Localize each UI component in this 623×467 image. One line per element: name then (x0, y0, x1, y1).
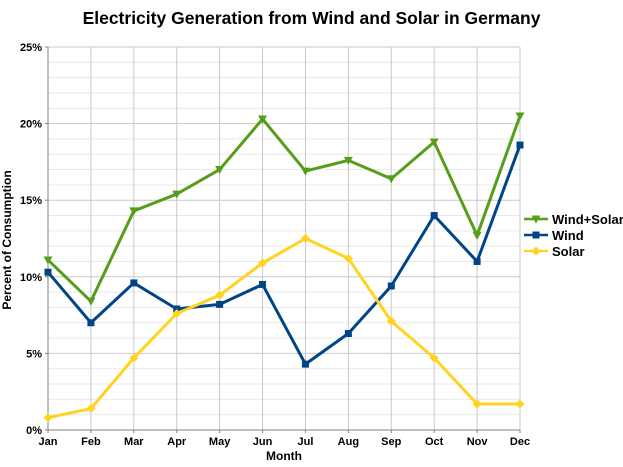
x-tick-label: Feb (81, 436, 101, 448)
legend-item-wind-solar: Wind+Solar (524, 211, 623, 227)
data-point-marker (172, 309, 182, 319)
x-tick-label: Mar (124, 436, 144, 448)
data-point-marker (300, 167, 310, 176)
legend-marker-icon (524, 231, 548, 239)
data-point-marker (129, 207, 139, 216)
data-point-marker (515, 112, 525, 121)
y-tick-label: 15% (20, 195, 42, 207)
data-point-marker (86, 404, 96, 414)
y-tick-label: 20% (20, 119, 42, 131)
series-wind-solar (43, 112, 525, 306)
legend-item-solar: Solar (524, 243, 623, 259)
legend-item-wind: Wind (524, 227, 623, 243)
data-point-marker (172, 190, 182, 199)
y-axis-title: Percent of Consumption (0, 170, 14, 310)
data-point-marker (130, 279, 138, 287)
x-tick-label: Dec (510, 436, 530, 448)
data-point-marker (531, 215, 541, 224)
data-point-marker (429, 138, 439, 147)
data-point-marker (173, 305, 181, 313)
legend-marker-icon (524, 246, 548, 256)
data-point-marker (473, 257, 481, 265)
y-tick-label: 10% (20, 272, 42, 284)
y-tick-label: 25% (20, 42, 42, 54)
data-point-marker (258, 115, 268, 124)
data-point-marker (301, 360, 309, 368)
series-line (46, 114, 522, 303)
y-tick-label: 0% (26, 425, 42, 437)
data-point-marker (472, 231, 482, 240)
series-line (46, 237, 522, 420)
data-point-marker (386, 175, 396, 184)
data-point-marker (129, 353, 139, 363)
legend-label: Solar (552, 243, 585, 259)
series-wind (44, 141, 524, 368)
data-point-marker (531, 246, 541, 256)
x-tick-label: Sep (381, 436, 401, 448)
legend: Wind+Solar Wind Solar (524, 211, 623, 259)
data-point-marker (387, 282, 395, 290)
x-tick-label: May (209, 436, 231, 448)
data-point-marker (343, 253, 353, 263)
x-tick-label: Aug (338, 436, 359, 448)
legend-marker-icon (524, 215, 548, 224)
data-point-marker (43, 413, 53, 423)
legend-label: Wind+Solar (552, 211, 623, 227)
data-point-marker (344, 329, 352, 337)
data-point-marker (515, 399, 525, 409)
data-point-marker (516, 141, 524, 149)
data-point-marker (87, 319, 95, 327)
series-line (46, 143, 522, 366)
data-point-marker (343, 156, 353, 165)
data-point-marker (532, 231, 540, 239)
data-point-marker (429, 353, 439, 363)
x-tick-label: Oct (425, 436, 444, 448)
series-solar (43, 234, 525, 423)
data-point-marker (258, 258, 268, 268)
x-tick-label: Jun (253, 436, 273, 448)
data-point-marker (216, 300, 224, 308)
data-point-marker (215, 166, 225, 175)
data-point-marker (472, 399, 482, 409)
y-tick-label: 5% (26, 348, 42, 360)
x-tick-label: Jan (39, 436, 58, 448)
data-point-marker (43, 256, 53, 265)
x-axis-title: Month (266, 449, 302, 463)
x-tick-label: Apr (167, 436, 187, 448)
data-point-marker (86, 297, 96, 306)
chart-title: Electricity Generation from Wind and Sol… (82, 8, 541, 28)
data-point-marker (259, 280, 267, 288)
x-tick-label: Nov (467, 436, 489, 448)
data-point-marker (386, 316, 396, 326)
data-point-marker (300, 234, 310, 243)
data-point-marker (215, 290, 225, 300)
data-point-marker (430, 212, 438, 220)
data-point-marker (44, 268, 52, 276)
legend-label: Wind (552, 227, 584, 243)
x-tick-label: Jul (298, 436, 314, 448)
